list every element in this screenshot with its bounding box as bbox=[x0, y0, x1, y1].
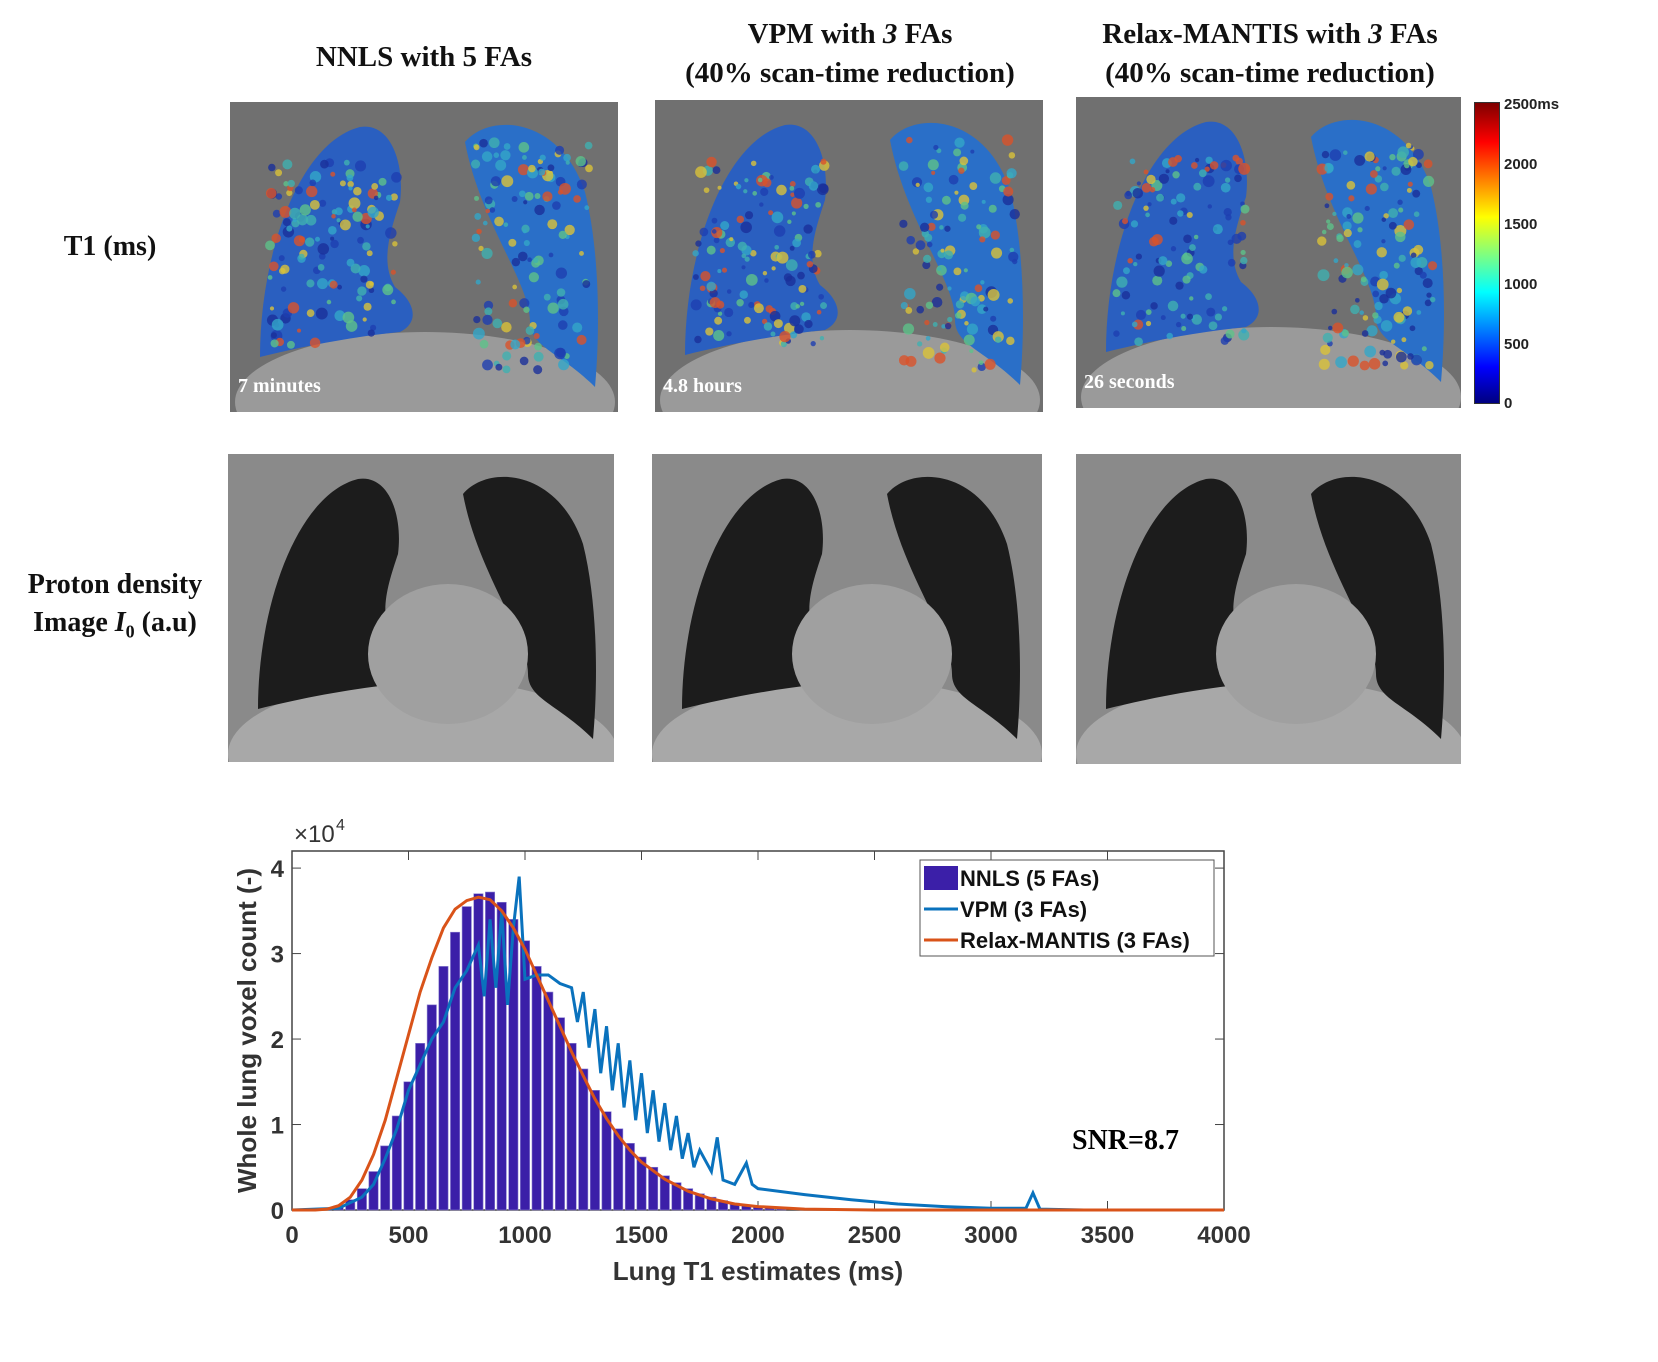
t1-map-relax-mantis: 26 seconds bbox=[1076, 97, 1461, 408]
histogram-bar bbox=[461, 906, 472, 1211]
legend-swatch bbox=[924, 866, 958, 890]
colorbar-label: 2000 bbox=[1504, 156, 1538, 173]
title-number: 3 bbox=[882, 18, 898, 50]
y-axis-label: Whole lung voxel count (-) bbox=[232, 868, 262, 1193]
lung-overlay bbox=[890, 122, 1023, 386]
row-title-proton-density: Proton density Image I0 (a.u) bbox=[0, 566, 230, 651]
column-title-relax-mantis: Relax-MANTIS with 3 FAs (40% scan-time r… bbox=[1040, 15, 1500, 93]
legend-label: VPM (3 FAs) bbox=[960, 897, 1087, 922]
lung bbox=[1311, 476, 1444, 739]
histogram-bar bbox=[531, 966, 542, 1211]
legend-label: Relax-MANTIS (3 FAs) bbox=[960, 928, 1190, 953]
heart bbox=[792, 584, 952, 724]
x-tick-label: 0 bbox=[285, 1222, 298, 1249]
colorbar-label: 1500 bbox=[1504, 216, 1538, 233]
colorbar-label: 2500ms bbox=[1504, 96, 1560, 113]
histogram-bar bbox=[624, 1143, 635, 1211]
x-tick-label: 500 bbox=[388, 1222, 428, 1249]
y-tick-label: 1 bbox=[271, 1113, 284, 1140]
histogram-bar bbox=[450, 931, 461, 1211]
x-tick-label: 3000 bbox=[964, 1222, 1017, 1249]
histogram-bar bbox=[589, 1090, 600, 1211]
histogram-bar bbox=[415, 1043, 426, 1211]
x-tick-label: 2500 bbox=[848, 1222, 901, 1249]
lung bbox=[463, 476, 596, 739]
title-text: VPM with bbox=[747, 18, 883, 50]
x-axis-label: Lung T1 estimates (ms) bbox=[613, 1256, 903, 1286]
colorbar bbox=[1474, 102, 1500, 404]
column-title-nnls: NNLS with 5 FAs bbox=[230, 38, 618, 77]
histogram-bar bbox=[496, 901, 507, 1211]
t1-map-nnls: 7 minutes bbox=[230, 102, 618, 412]
histogram-bar bbox=[648, 1166, 659, 1211]
lung-overlay bbox=[685, 124, 838, 355]
computation-time: 26 seconds bbox=[1084, 371, 1175, 393]
row-title-t1: T1 (ms) bbox=[63, 231, 157, 262]
legend-label: NNLS (5 FAs) bbox=[960, 866, 1099, 891]
t1-map-vpm: 4.8 hours bbox=[655, 100, 1043, 412]
histogram-bar bbox=[613, 1128, 624, 1211]
y-tick-label: 0 bbox=[271, 1198, 284, 1225]
proton-density-nnls bbox=[228, 454, 614, 762]
title-text: FAs bbox=[1382, 18, 1438, 50]
histogram-chart: 0 500 1000 1500 2000 2500 3000 3500 400001234×10… bbox=[232, 817, 1251, 1286]
histogram-bar bbox=[706, 1196, 717, 1211]
heart bbox=[1216, 584, 1376, 724]
y-tick-label: 4 bbox=[271, 856, 285, 883]
x-tick-label: 1000 bbox=[498, 1222, 551, 1249]
y-tick-label: 2 bbox=[271, 1027, 284, 1054]
row-title-line: Proton density bbox=[27, 569, 203, 600]
series-line-vpm bbox=[291, 876, 1224, 1212]
x-tick-label: 3500 bbox=[1081, 1222, 1134, 1249]
lung-overlay bbox=[1106, 121, 1259, 352]
row-title-line: Image bbox=[33, 607, 115, 638]
column-subtitle: (40% scan-time reduction) bbox=[685, 57, 1015, 89]
column-title-vpm: VPM with 3 FAs (40% scan-time reduction) bbox=[620, 15, 1080, 93]
histogram-bar bbox=[543, 991, 554, 1211]
histogram-bar bbox=[391, 1115, 402, 1211]
colorbar-label: 1000 bbox=[1504, 276, 1538, 293]
histogram-bar bbox=[554, 1017, 565, 1211]
title-number: 3 bbox=[1368, 18, 1383, 50]
row-title-line: (a.u) bbox=[134, 607, 197, 638]
histogram-bar bbox=[671, 1182, 682, 1211]
y-tick-label: 3 bbox=[271, 942, 284, 969]
series-line-relax-mantis bbox=[292, 895, 1224, 1212]
histogram-bar bbox=[485, 891, 496, 1211]
histogram-bar bbox=[659, 1175, 670, 1211]
computation-time: 4.8 hours bbox=[663, 375, 742, 397]
x-tick-label: 1500 bbox=[615, 1222, 668, 1249]
histogram-bar bbox=[636, 1156, 647, 1211]
title-text: Relax-MANTIS with bbox=[1102, 18, 1369, 50]
computation-time: 7 minutes bbox=[238, 375, 321, 397]
subscript: 0 bbox=[125, 621, 135, 642]
histogram-bar bbox=[601, 1111, 612, 1211]
histogram-bar bbox=[426, 1004, 437, 1211]
x-tick-label: 2000 bbox=[731, 1222, 784, 1249]
column-subtitle: (40% scan-time reduction) bbox=[1105, 57, 1435, 89]
title-text: NNLS with 5 FAs bbox=[315, 41, 533, 73]
histogram-bar bbox=[578, 1068, 589, 1211]
title-text: FAs bbox=[897, 18, 953, 50]
histogram-bar bbox=[438, 966, 449, 1211]
snr-annotation: SNR=8.7 bbox=[1072, 1125, 1179, 1156]
colorbar-label: 0 bbox=[1504, 395, 1513, 412]
histogram-bar bbox=[683, 1188, 694, 1211]
histogram-bar bbox=[520, 940, 530, 1211]
y-multiplier-exponent: 4 bbox=[336, 817, 345, 834]
lung bbox=[887, 476, 1020, 739]
y-multiplier: ×10 bbox=[294, 821, 335, 848]
proton-density-vpm bbox=[652, 454, 1042, 762]
heart bbox=[368, 584, 528, 724]
histogram-bar bbox=[566, 1043, 577, 1211]
proton-density-relax-mantis bbox=[1076, 454, 1461, 764]
x-tick-label: 4000 bbox=[1197, 1222, 1250, 1249]
histogram-bar bbox=[473, 893, 484, 1211]
variable: I bbox=[114, 607, 126, 638]
legend bbox=[919, 859, 1215, 957]
histogram-bar bbox=[380, 1145, 391, 1211]
histogram-bar bbox=[403, 1081, 414, 1211]
colorbar-label: 500 bbox=[1504, 336, 1530, 353]
